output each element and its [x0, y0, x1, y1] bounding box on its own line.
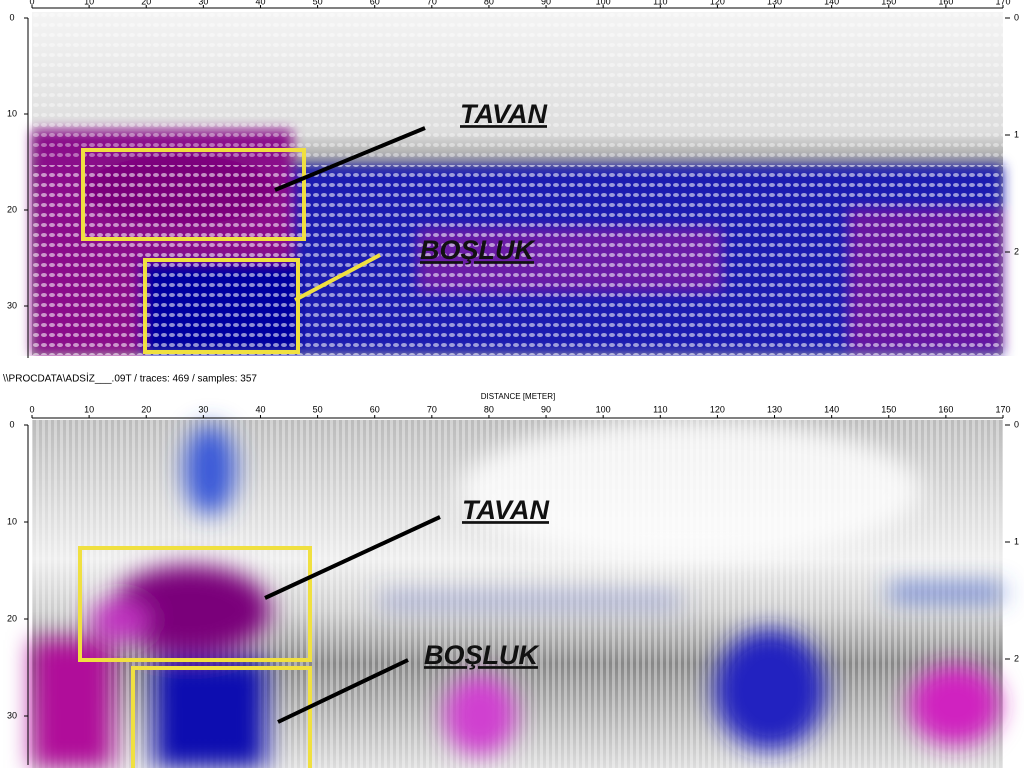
right-tick-label: 2	[1014, 246, 1019, 256]
x-tick-label: 60	[370, 0, 380, 6]
x-tick-label: 10	[84, 0, 94, 6]
x-tick-label: 90	[541, 404, 551, 414]
x-tick-label: 160	[938, 0, 953, 6]
x-tick-label: 140	[824, 0, 839, 6]
status-bar: \\PROCDATA\ADSİZ___.09T / traces: 469 / …	[3, 372, 257, 385]
x-tick-label: 130	[767, 0, 782, 6]
x-tick-label: 110	[653, 404, 667, 414]
y-tick-label: 10	[7, 516, 17, 526]
x-tick-label: 20	[141, 404, 151, 414]
x-tick-label: 110	[653, 0, 667, 6]
x-tick-label: 160	[938, 404, 953, 414]
x-tick-label: 60	[370, 404, 380, 414]
y-tick-label: 20	[7, 204, 17, 214]
y-tick-label: 30	[7, 710, 17, 720]
void-label: BOŞLUK	[424, 640, 541, 670]
x-tick-label: 30	[198, 404, 208, 414]
x-tick-label: 30	[198, 0, 208, 6]
x-tick-label: 170	[995, 404, 1010, 414]
void-label: BOŞLUK	[420, 235, 537, 265]
x-tick-label: 120	[710, 0, 725, 6]
right-tick-label: 1	[1014, 536, 1019, 546]
x-tick-label: 170	[995, 0, 1010, 6]
right-tick-label: 2	[1014, 653, 1019, 663]
x-tick-label: 90	[541, 0, 551, 6]
x-tick-label: 130	[767, 404, 782, 414]
right-tick-label: 0	[1014, 419, 1019, 429]
x-tick-label: 50	[313, 0, 323, 6]
right-tick-label: 1	[1014, 129, 1019, 139]
x-tick-label: 70	[427, 404, 437, 414]
bottom-radargram: TAVAN BOŞLUK	[32, 420, 1003, 768]
y-tick-label: 30	[7, 300, 17, 310]
x-tick-label: 150	[881, 404, 896, 414]
y-tick-label: 0	[9, 419, 14, 429]
x-tick-label: 140	[824, 404, 839, 414]
x-tick-label: 40	[255, 0, 265, 6]
y-tick-label: 0	[9, 12, 14, 22]
top-radargram: TAVAN BOŞLUK	[32, 12, 1003, 355]
x-tick-label: 40	[255, 404, 265, 414]
axes: 0 10 20 30 40 50 60 70 80 90 100 110 120 130 140 150 160…	[7, 0, 1019, 765]
y-tick-label: 10	[7, 108, 17, 118]
right-tick-label: 0	[1014, 12, 1019, 22]
x-tick-label: 100	[596, 0, 611, 6]
axis-title: DISTANCE [METER]	[481, 392, 556, 401]
ceiling-label: TAVAN	[462, 495, 549, 525]
x-tick-label: 150	[881, 0, 896, 6]
x-tick-label: 0	[29, 0, 34, 6]
x-tick-label: 20	[141, 0, 151, 6]
x-tick-label: 80	[484, 0, 494, 6]
x-tick-label: 100	[596, 404, 611, 414]
x-tick-label: 120	[710, 404, 725, 414]
y-tick-label: 20	[7, 613, 17, 623]
x-tick-label: 10	[84, 404, 94, 414]
x-tick-label: 50	[313, 404, 323, 414]
x-tick-label: 70	[427, 0, 437, 6]
x-tick-label: 80	[484, 404, 494, 414]
ceiling-label: TAVAN	[460, 99, 547, 129]
x-tick-label: 0	[29, 404, 34, 414]
